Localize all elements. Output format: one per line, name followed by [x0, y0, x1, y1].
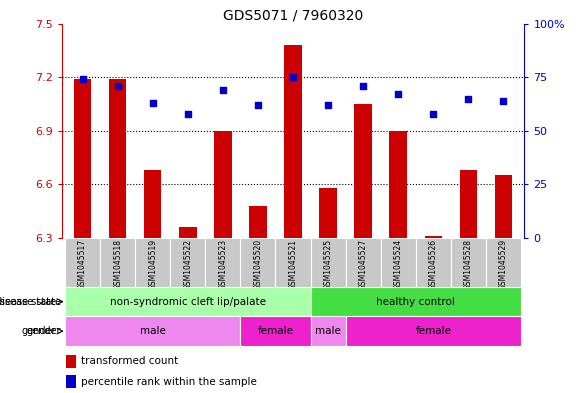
- Bar: [144, 170, 162, 238]
- Bar: [319, 188, 337, 238]
- Point: [148, 100, 158, 106]
- Bar: [65, 238, 100, 287]
- Bar: [275, 238, 311, 287]
- Point: [218, 87, 227, 93]
- Point: [78, 76, 87, 83]
- Bar: [459, 170, 477, 238]
- Point: [428, 110, 438, 117]
- Point: [253, 102, 263, 108]
- Bar: [346, 316, 521, 346]
- Bar: [65, 316, 240, 346]
- Bar: [240, 238, 275, 287]
- Bar: [66, 375, 76, 388]
- Text: disease state: disease state: [0, 297, 56, 307]
- Text: GSM1045517: GSM1045517: [78, 239, 87, 290]
- Bar: [390, 130, 407, 238]
- Point: [359, 83, 368, 89]
- Point: [464, 95, 473, 102]
- Bar: [495, 175, 512, 238]
- Text: GSM1045521: GSM1045521: [288, 239, 298, 290]
- Text: healthy control: healthy control: [376, 297, 455, 307]
- Bar: [109, 79, 127, 238]
- Point: [113, 83, 122, 89]
- Bar: [249, 206, 267, 238]
- Bar: [100, 238, 135, 287]
- Bar: [355, 104, 372, 238]
- Title: GDS5071 / 7960320: GDS5071 / 7960320: [223, 8, 363, 22]
- Bar: [381, 238, 415, 287]
- Bar: [179, 227, 196, 238]
- Text: GSM1045526: GSM1045526: [429, 239, 438, 290]
- Point: [288, 74, 298, 80]
- Text: GSM1045520: GSM1045520: [253, 239, 263, 290]
- Bar: [66, 354, 76, 368]
- Bar: [240, 316, 311, 346]
- Bar: [486, 238, 521, 287]
- Text: GSM1045527: GSM1045527: [359, 239, 367, 290]
- Bar: [171, 238, 205, 287]
- Text: female: female: [415, 326, 451, 336]
- Point: [323, 102, 333, 108]
- Text: male: male: [140, 326, 166, 336]
- Text: male: male: [315, 326, 341, 336]
- Point: [183, 110, 192, 117]
- Point: [499, 97, 508, 104]
- Text: GSM1045518: GSM1045518: [113, 239, 122, 290]
- Text: GSM1045522: GSM1045522: [183, 239, 192, 290]
- Text: GSM1045524: GSM1045524: [394, 239, 403, 290]
- Text: GSM1045525: GSM1045525: [323, 239, 333, 290]
- Text: GSM1045523: GSM1045523: [219, 239, 227, 290]
- Bar: [65, 287, 311, 316]
- Bar: [74, 79, 91, 238]
- Text: gender: gender: [21, 326, 56, 336]
- Bar: [451, 238, 486, 287]
- Text: disease state: disease state: [0, 297, 61, 307]
- Text: transformed count: transformed count: [81, 356, 178, 366]
- Text: GSM1045528: GSM1045528: [464, 239, 473, 290]
- Bar: [311, 316, 346, 346]
- Bar: [205, 238, 240, 287]
- Bar: [311, 287, 521, 316]
- Bar: [284, 45, 302, 238]
- Text: female: female: [257, 326, 294, 336]
- Bar: [415, 238, 451, 287]
- Point: [394, 91, 403, 97]
- Text: GSM1045529: GSM1045529: [499, 239, 508, 290]
- Text: gender: gender: [26, 326, 61, 336]
- Bar: [214, 130, 231, 238]
- Bar: [311, 238, 346, 287]
- Text: percentile rank within the sample: percentile rank within the sample: [81, 377, 257, 387]
- Text: GSM1045519: GSM1045519: [148, 239, 157, 290]
- Bar: [424, 236, 442, 238]
- Bar: [346, 238, 381, 287]
- Bar: [135, 238, 171, 287]
- Text: non-syndromic cleft lip/palate: non-syndromic cleft lip/palate: [110, 297, 266, 307]
